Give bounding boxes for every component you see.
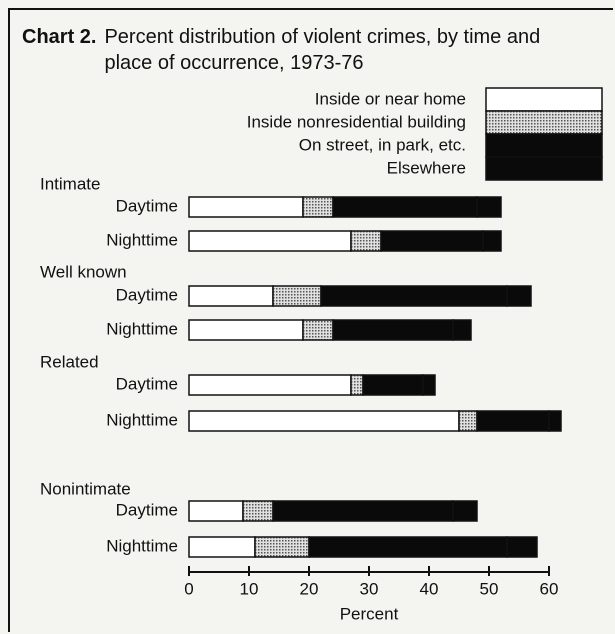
bar-segment (188, 319, 304, 341)
bar-segment (188, 410, 460, 432)
bar-segment (350, 374, 364, 396)
row-label: Nighttime (106, 410, 178, 429)
legend-swatch (485, 133, 603, 158)
legend-label: Inside nonresidential building (247, 112, 466, 131)
legend-swatch (485, 87, 603, 112)
bar-segment (302, 196, 334, 218)
x-tick-label: 50 (480, 579, 499, 598)
bar-segment (188, 374, 352, 396)
group-label: Related (40, 352, 99, 371)
bar-segment (506, 536, 538, 558)
bar-segment (188, 230, 352, 252)
x-tick-label: 0 (184, 579, 193, 598)
bar-segment (422, 374, 436, 396)
legend-label: On street, in park, etc. (299, 135, 466, 154)
bar-segment (188, 285, 274, 307)
bar-segment (188, 500, 244, 522)
bar-segment (476, 410, 550, 432)
bar-segment (332, 319, 454, 341)
bar-segment (506, 285, 532, 307)
group-label: Well known (40, 262, 127, 281)
x-axis-label: Percent (340, 604, 399, 623)
bar-segment (188, 536, 256, 558)
legend-label: Elsewhere (387, 158, 466, 177)
row-label: Daytime (116, 285, 178, 304)
bar-segment (188, 196, 304, 218)
bar-segment (254, 536, 310, 558)
chart-title: Percent distribution of violent crimes, … (104, 26, 541, 74)
x-tick-label: 10 (240, 579, 259, 598)
bar-segment (458, 410, 478, 432)
bar-segment (482, 230, 502, 252)
bar-segment (452, 319, 472, 341)
row-label: Daytime (116, 196, 178, 215)
bar-segment (308, 536, 508, 558)
row-label: Daytime (116, 374, 178, 393)
title-block: Chart 2. Percent distribution of violent … (22, 24, 612, 76)
bar-segment (332, 196, 478, 218)
bar-segment (242, 500, 274, 522)
row-label: Nighttime (106, 230, 178, 249)
group-label: Intimate (40, 174, 100, 193)
x-tick-label: 20 (300, 579, 319, 598)
row-label: Daytime (116, 500, 178, 519)
bar-segment (362, 374, 424, 396)
x-tick-label: 40 (420, 579, 439, 598)
legend-swatch (485, 110, 603, 135)
row-label: Nighttime (106, 536, 178, 555)
bar-segment (272, 500, 454, 522)
bar-segment (350, 230, 382, 252)
bar-segment (272, 285, 322, 307)
bar-segment (320, 285, 508, 307)
legend-swatch (485, 156, 603, 181)
bar-segment (302, 319, 334, 341)
bar-segment (452, 500, 478, 522)
bar-segment (548, 410, 562, 432)
chart-number: Chart 2. (22, 26, 97, 48)
frame (8, 8, 613, 632)
x-tick-label: 30 (360, 579, 379, 598)
group-label: Nonintimate (40, 479, 131, 498)
row-label: Nighttime (106, 319, 178, 338)
bar-segment (476, 196, 502, 218)
x-tick-label: 60 (540, 579, 559, 598)
bar-segment (380, 230, 484, 252)
legend-label: Inside or near home (315, 89, 466, 108)
